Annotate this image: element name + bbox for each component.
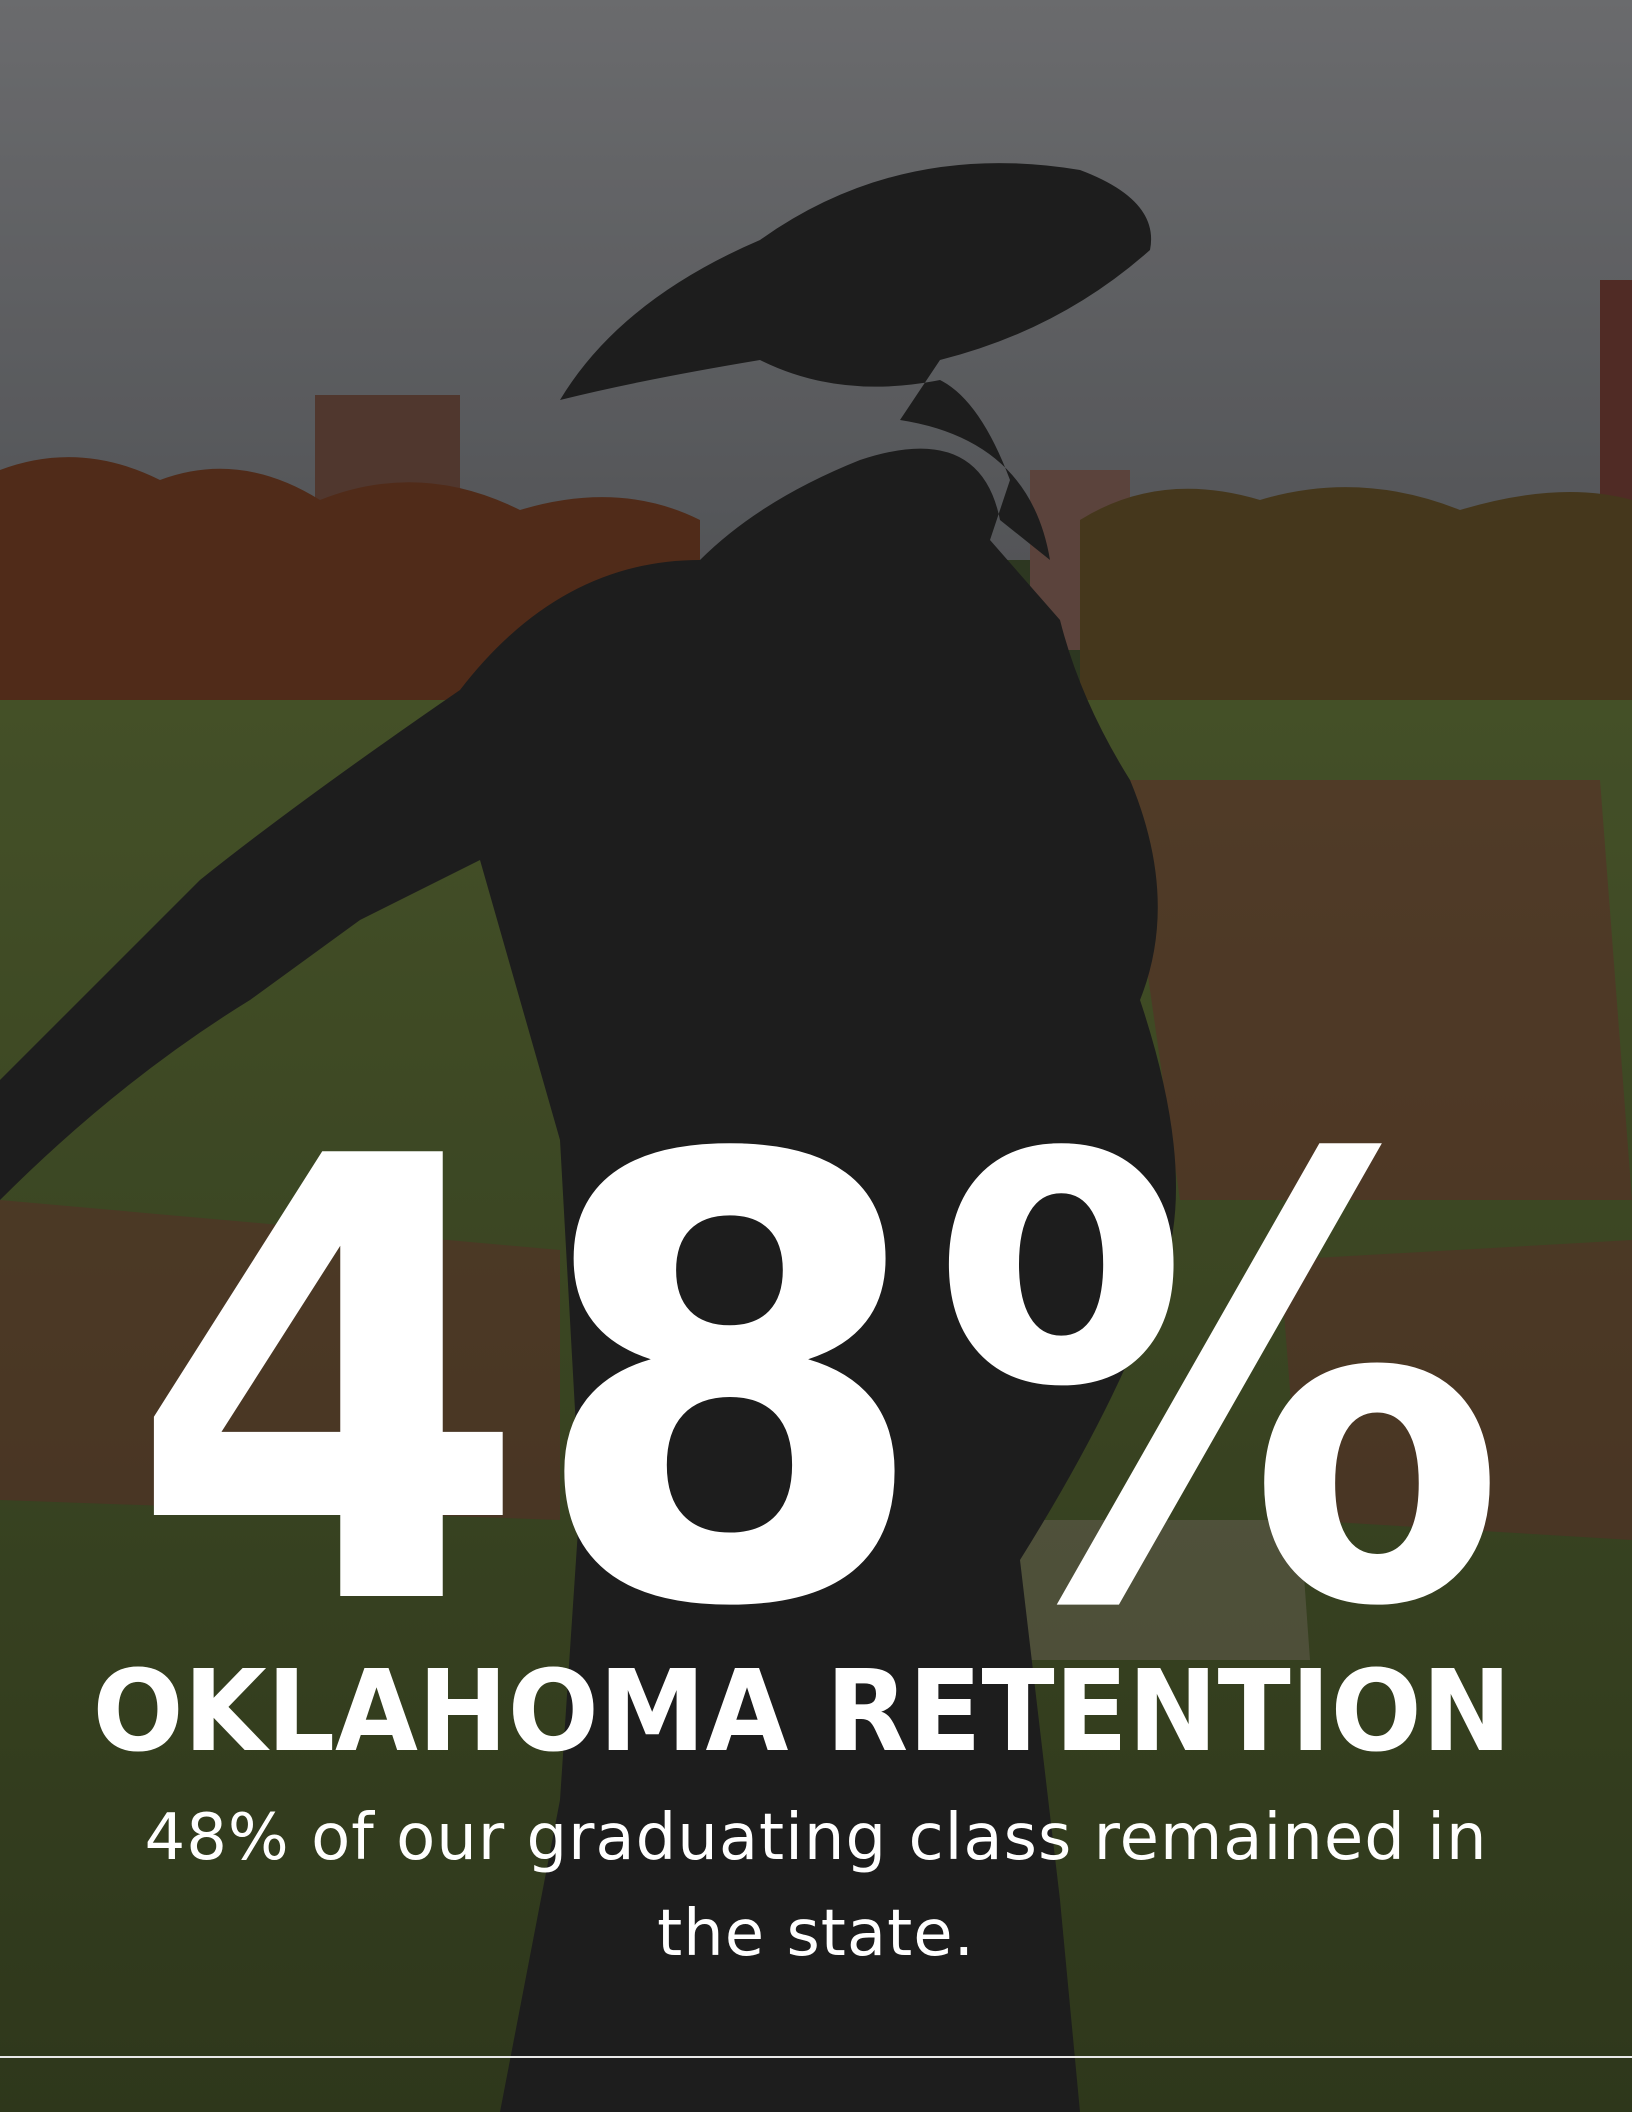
stat-title: OKLAHOMA RETENTION	[93, 1647, 1512, 1777]
divider	[0, 2056, 1632, 2058]
stat-description: 48% of our graduating class remained in …	[144, 1801, 1488, 1971]
stat-number: 48%	[128, 1030, 1508, 1740]
